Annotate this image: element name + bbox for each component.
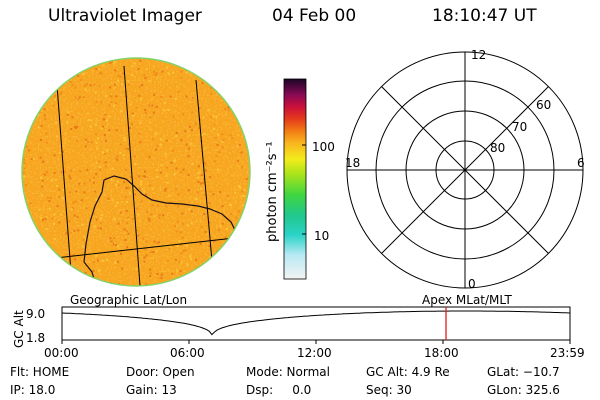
image-time: 18:10:47 UT [432,6,537,26]
geographic-grid-label: Geographic Lat/Lon [70,293,188,307]
status-seq: Seq: 30 [366,383,412,397]
xtick-1200: 12:00 [297,346,332,360]
instrument-title: Ultraviolet Imager [48,6,202,26]
altitude-ytick-9: 9.0 [26,307,46,321]
image-date: 04 Feb 00 [272,6,357,26]
mlt-label-12: 12 [471,48,487,62]
mlt-label-18: 18 [345,156,361,170]
altitude-ylabel: GC Alt [12,310,26,348]
earth-disk [22,58,250,286]
colorbar [283,78,307,280]
apex-grid-label: Apex MLat/MLT [422,293,512,307]
lat-label-60: 60 [536,98,552,112]
mlt-label-0: 0 [468,277,476,291]
xtick-0600: 06:00 [170,346,205,360]
status-mode: Mode: Normal [246,365,330,379]
colorbar-tick-10: 10 [314,229,330,243]
status-glon: GLon: 325.6 [487,383,560,397]
earth-limb [21,57,251,287]
status-flt: Flt: HOME [10,365,70,379]
status-dsp: Dsp: 0.0 [246,383,312,397]
altitude-ytick-1_8: 1.8 [26,331,46,345]
colorbar-tick-100: 100 [312,140,335,154]
mlt-label-6: 6 [577,156,585,170]
status-gc-alt: GC Alt: 4.9 Re [366,365,450,379]
xtick-0000: 00:00 [44,346,79,360]
status-door: Door: Open [126,365,195,379]
xtick-1800: 18:00 [424,346,459,360]
status-ip: IP: 18.0 [10,383,56,397]
status-glat: GLat: −10.7 [487,365,560,379]
altitude-curve [61,310,571,336]
lat-label-70: 70 [512,120,528,134]
status-gain: Gain: 13 [126,383,177,397]
xtick-2359: 23:59 [550,346,585,360]
lat-label-80: 80 [490,141,506,155]
